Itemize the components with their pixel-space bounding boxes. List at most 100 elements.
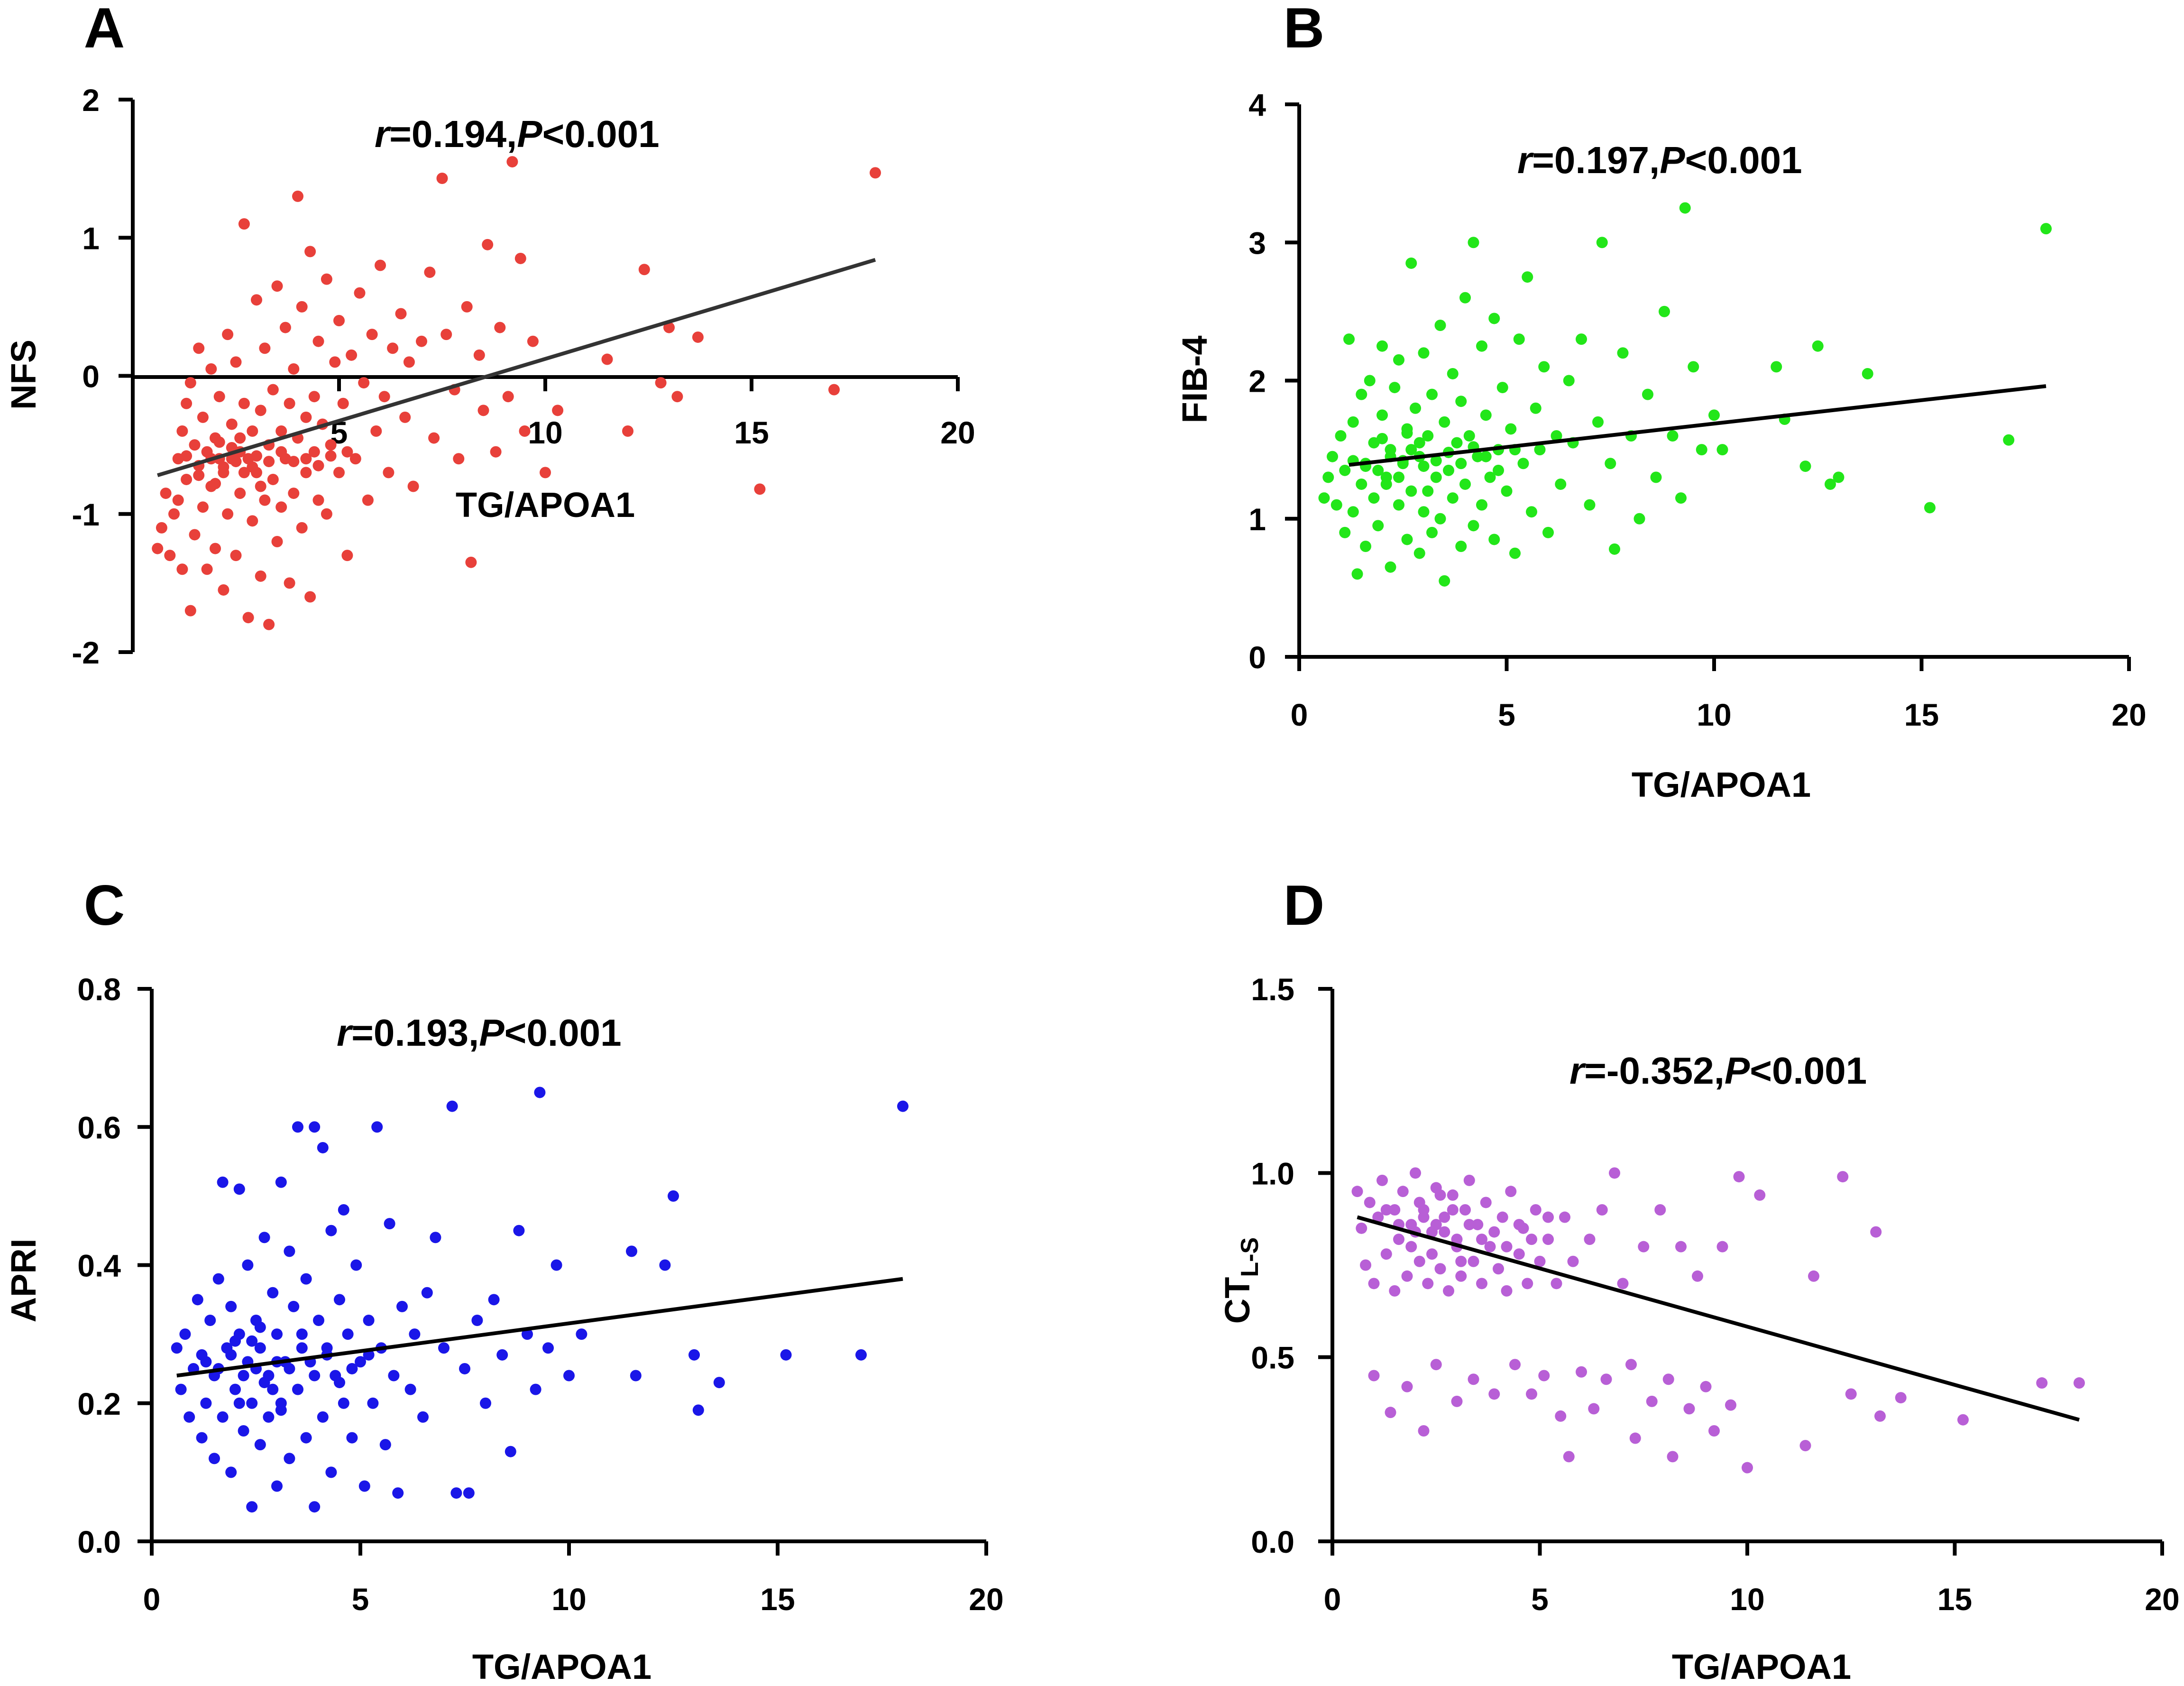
data-point	[275, 501, 287, 513]
data-point	[1576, 1366, 1587, 1378]
data-point	[234, 432, 246, 444]
data-point	[317, 1142, 329, 1153]
data-point	[312, 460, 324, 471]
data-point	[1683, 1403, 1695, 1415]
data-point	[1447, 1204, 1459, 1216]
regression-line	[1357, 1215, 2080, 1422]
data-point	[181, 473, 193, 485]
data-point	[229, 1335, 241, 1347]
data-point	[1700, 1381, 1712, 1392]
data-point	[1459, 478, 1471, 490]
data-point	[1418, 1211, 1430, 1223]
data-point	[210, 543, 221, 554]
data-point	[2074, 1377, 2085, 1389]
data-point	[238, 1425, 249, 1437]
data-point	[358, 377, 370, 389]
data-point	[189, 529, 201, 541]
data-point	[396, 1300, 408, 1312]
data-point	[1376, 340, 1388, 352]
data-point	[209, 1453, 220, 1465]
data-point	[333, 315, 345, 326]
data-point	[1476, 1278, 1487, 1290]
data-point	[300, 411, 312, 423]
data-point	[1488, 313, 1500, 324]
data-point	[246, 1397, 258, 1409]
data-point	[1339, 464, 1351, 476]
data-point	[471, 1315, 483, 1326]
x-axis-title: TG/APOA1	[472, 1647, 652, 1686]
x-tick-label: 10	[1697, 697, 1731, 732]
data-point	[1368, 492, 1380, 504]
data-point	[1455, 396, 1467, 407]
y-tick-label: 4	[1248, 87, 1266, 122]
data-point	[259, 494, 271, 506]
y-tick-label: -1	[72, 497, 100, 532]
data-point	[212, 1273, 224, 1285]
data-point	[1351, 568, 1363, 580]
x-axis-title: TG/APOA1	[1672, 1647, 1851, 1686]
data-point	[1455, 1270, 1467, 1282]
data-point	[350, 1259, 362, 1271]
data-point	[251, 294, 262, 306]
data-point	[1642, 388, 1653, 400]
x-tick-label: 20	[2145, 1582, 2179, 1617]
data-point	[897, 1100, 908, 1112]
correlation-label: r=0.197,P<0.001	[1517, 139, 1802, 181]
data-point	[1588, 1403, 1600, 1415]
data-point	[403, 356, 415, 368]
data-point	[230, 456, 242, 468]
y-axis-title: CTL-S	[1218, 1237, 1264, 1324]
data-point	[1339, 526, 1351, 538]
data-point	[300, 453, 312, 465]
data-point	[1522, 1278, 1533, 1290]
data-point	[1617, 347, 1629, 359]
data-point	[1422, 485, 1434, 497]
data-point	[477, 405, 489, 416]
data-point	[1563, 1451, 1575, 1463]
data-point	[1924, 502, 1936, 514]
data-point	[1799, 1440, 1811, 1452]
data-point	[1434, 1189, 1446, 1201]
data-point	[1659, 305, 1670, 317]
data-point	[321, 273, 332, 285]
data-point	[1617, 1278, 1629, 1290]
data-point	[160, 488, 172, 499]
data-point	[388, 1370, 400, 1382]
data-point	[436, 173, 448, 184]
data-point	[1812, 340, 1824, 352]
data-point	[1364, 375, 1376, 387]
data-point	[1542, 1234, 1554, 1245]
data-point	[1600, 1373, 1612, 1385]
data-point	[671, 391, 683, 403]
data-point	[1393, 499, 1404, 511]
data-point	[551, 1259, 562, 1271]
data-point	[271, 1328, 283, 1340]
data-point	[1484, 471, 1496, 483]
data-point	[222, 329, 234, 341]
data-point	[1493, 1263, 1504, 1275]
data-point	[205, 363, 217, 375]
data-point	[1534, 1255, 1546, 1267]
data-point	[1526, 1234, 1537, 1245]
data-point	[284, 1245, 295, 1257]
data-point	[1455, 541, 1467, 552]
data-point	[1650, 471, 1662, 483]
data-point	[346, 1363, 358, 1374]
data-point	[453, 453, 465, 465]
data-point	[1439, 416, 1450, 428]
data-point	[238, 397, 250, 409]
data-point	[193, 470, 205, 481]
data-point	[1584, 499, 1596, 511]
data-point	[1451, 1395, 1463, 1407]
data-point	[638, 264, 650, 276]
data-point	[292, 190, 303, 202]
data-point	[312, 335, 324, 347]
data-point	[175, 1383, 187, 1395]
data-point	[346, 1432, 358, 1444]
data-point	[292, 1121, 303, 1133]
data-point	[192, 1294, 203, 1306]
data-point	[459, 1363, 470, 1374]
data-point	[1584, 1234, 1596, 1245]
data-point	[246, 1335, 258, 1347]
data-point	[1526, 506, 1537, 518]
